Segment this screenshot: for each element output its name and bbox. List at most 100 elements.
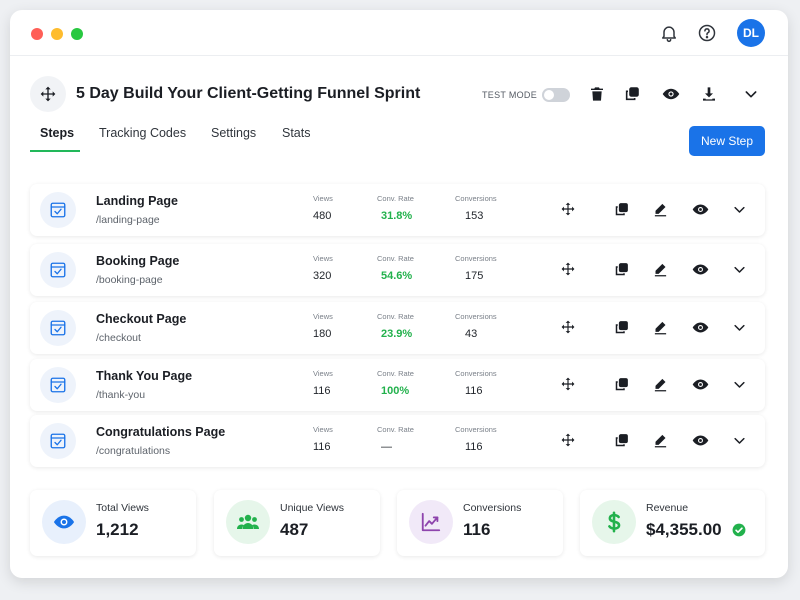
step-name[interactable]: Booking Page <box>96 254 180 268</box>
conversions-label: Conversions <box>455 369 497 378</box>
page-icon <box>40 367 76 403</box>
drag-handle-icon[interactable] <box>558 430 578 450</box>
tab-settings[interactable]: Settings <box>211 126 257 140</box>
preview-eye-icon[interactable] <box>690 317 710 337</box>
chevron-down-icon[interactable] <box>729 317 749 337</box>
conv-rate-value: 54.6% <box>381 270 413 282</box>
funnel-header: 5 Day Build Your Client-Getting Funnel S… <box>10 66 788 122</box>
edit-icon[interactable] <box>650 374 670 394</box>
duplicate-icon[interactable] <box>611 199 631 219</box>
drag-handle-icon[interactable] <box>558 374 578 394</box>
tab-bar: Steps Tracking Codes Settings Stats <box>30 126 430 154</box>
preview-eye-icon[interactable] <box>690 430 710 450</box>
trash-icon[interactable] <box>586 83 608 105</box>
duplicate-icon[interactable] <box>611 259 631 279</box>
tab-steps[interactable]: Steps <box>40 126 75 140</box>
conv-rate-value: 23.9% <box>381 328 413 340</box>
chevron-down-icon[interactable] <box>740 83 762 105</box>
stat-label: Conversions <box>463 502 522 514</box>
conversions-value: 43 <box>465 328 478 340</box>
step-path: /booking-page <box>96 274 163 286</box>
user-avatar[interactable]: DL <box>737 19 765 47</box>
edit-icon[interactable] <box>650 259 670 279</box>
chevron-down-icon[interactable] <box>729 199 749 219</box>
check-circle-icon <box>732 523 746 537</box>
stat-card: Conversions 116 <box>397 490 563 556</box>
page-icon <box>40 192 76 228</box>
duplicate-icon[interactable] <box>611 374 631 394</box>
eye-icon[interactable] <box>660 83 682 105</box>
step-row[interactable]: Congratulations Page /congratulations Vi… <box>30 415 765 467</box>
step-path: /thank-you <box>96 389 146 401</box>
preview-eye-icon[interactable] <box>690 259 710 279</box>
step-row[interactable]: Booking Page /booking-page Views 320 Con… <box>30 244 765 296</box>
new-step-button[interactable]: New Step <box>689 126 765 156</box>
conv-rate-label: Conv. Rate <box>377 254 414 263</box>
minimize-window-button[interactable] <box>51 28 63 40</box>
help-icon[interactable] <box>695 21 719 45</box>
drag-handle-icon[interactable] <box>558 317 578 337</box>
chevron-down-icon[interactable] <box>729 259 749 279</box>
conversions-value: 116 <box>465 385 483 397</box>
preview-eye-icon[interactable] <box>690 374 710 394</box>
views-label: Views <box>313 312 333 321</box>
tab-tracking-codes[interactable]: Tracking Codes <box>99 126 187 140</box>
edit-icon[interactable] <box>650 430 670 450</box>
views-label: Views <box>313 194 333 203</box>
step-path: /landing-page <box>96 214 160 226</box>
test-mode-toggle[interactable] <box>542 88 570 102</box>
close-window-button[interactable] <box>31 28 43 40</box>
conv-rate-label: Conv. Rate <box>377 194 414 203</box>
views-value: 320 <box>313 270 332 282</box>
conversions-value: 175 <box>465 270 484 282</box>
views-value: 180 <box>313 328 332 340</box>
step-name[interactable]: Landing Page <box>96 194 178 208</box>
move-icon[interactable] <box>30 76 66 112</box>
bell-icon[interactable] <box>657 21 681 45</box>
conversions-label: Conversions <box>455 425 497 434</box>
drag-handle-icon[interactable] <box>558 199 578 219</box>
download-icon[interactable] <box>698 83 720 105</box>
test-mode-label: TEST MODE <box>482 90 538 100</box>
stat-value: 1,212 <box>96 520 139 539</box>
title-bar: DL <box>10 10 788 56</box>
drag-handle-icon[interactable] <box>558 259 578 279</box>
page-icon <box>40 423 76 459</box>
stat-label: Total Views <box>96 502 149 514</box>
page-icon <box>40 310 76 346</box>
stat-label: Revenue <box>646 502 689 514</box>
tab-stats[interactable]: Stats <box>282 126 311 140</box>
step-row[interactable]: Thank You Page /thank-you Views 116 Conv… <box>30 359 765 411</box>
dollar-icon <box>592 500 636 544</box>
conversions-value: 153 <box>465 210 484 222</box>
step-path: /checkout <box>96 332 141 344</box>
chevron-down-icon[interactable] <box>729 430 749 450</box>
edit-icon[interactable] <box>650 199 670 219</box>
conv-rate-value: — <box>381 441 392 453</box>
views-label: Views <box>313 425 333 434</box>
conversions-value: 116 <box>465 441 483 453</box>
stat-card: Total Views 1,212 <box>30 490 196 556</box>
page-icon <box>40 252 76 288</box>
stat-value: 487 <box>280 520 309 539</box>
duplicate-icon[interactable] <box>611 317 631 337</box>
step-row[interactable]: Landing Page /landing-page Views 480 Con… <box>30 184 765 236</box>
views-value: 116 <box>313 441 331 453</box>
views-label: Views <box>313 369 333 378</box>
step-name[interactable]: Thank You Page <box>96 369 193 383</box>
active-tab-indicator <box>30 150 80 152</box>
step-name[interactable]: Congratulations Page <box>96 425 226 439</box>
conversions-label: Conversions <box>455 254 497 263</box>
step-name[interactable]: Checkout Page <box>96 312 187 326</box>
step-row[interactable]: Checkout Page /checkout Views 180 Conv. … <box>30 302 765 354</box>
edit-icon[interactable] <box>650 317 670 337</box>
duplicate-icon[interactable] <box>611 430 631 450</box>
stat-value: $4,355.00 <box>646 520 722 539</box>
conv-rate-label: Conv. Rate <box>377 312 414 321</box>
views-value: 116 <box>313 385 331 397</box>
trend-chart-icon <box>409 500 453 544</box>
maximize-window-button[interactable] <box>71 28 83 40</box>
duplicate-icon[interactable] <box>621 83 643 105</box>
preview-eye-icon[interactable] <box>690 199 710 219</box>
chevron-down-icon[interactable] <box>729 374 749 394</box>
